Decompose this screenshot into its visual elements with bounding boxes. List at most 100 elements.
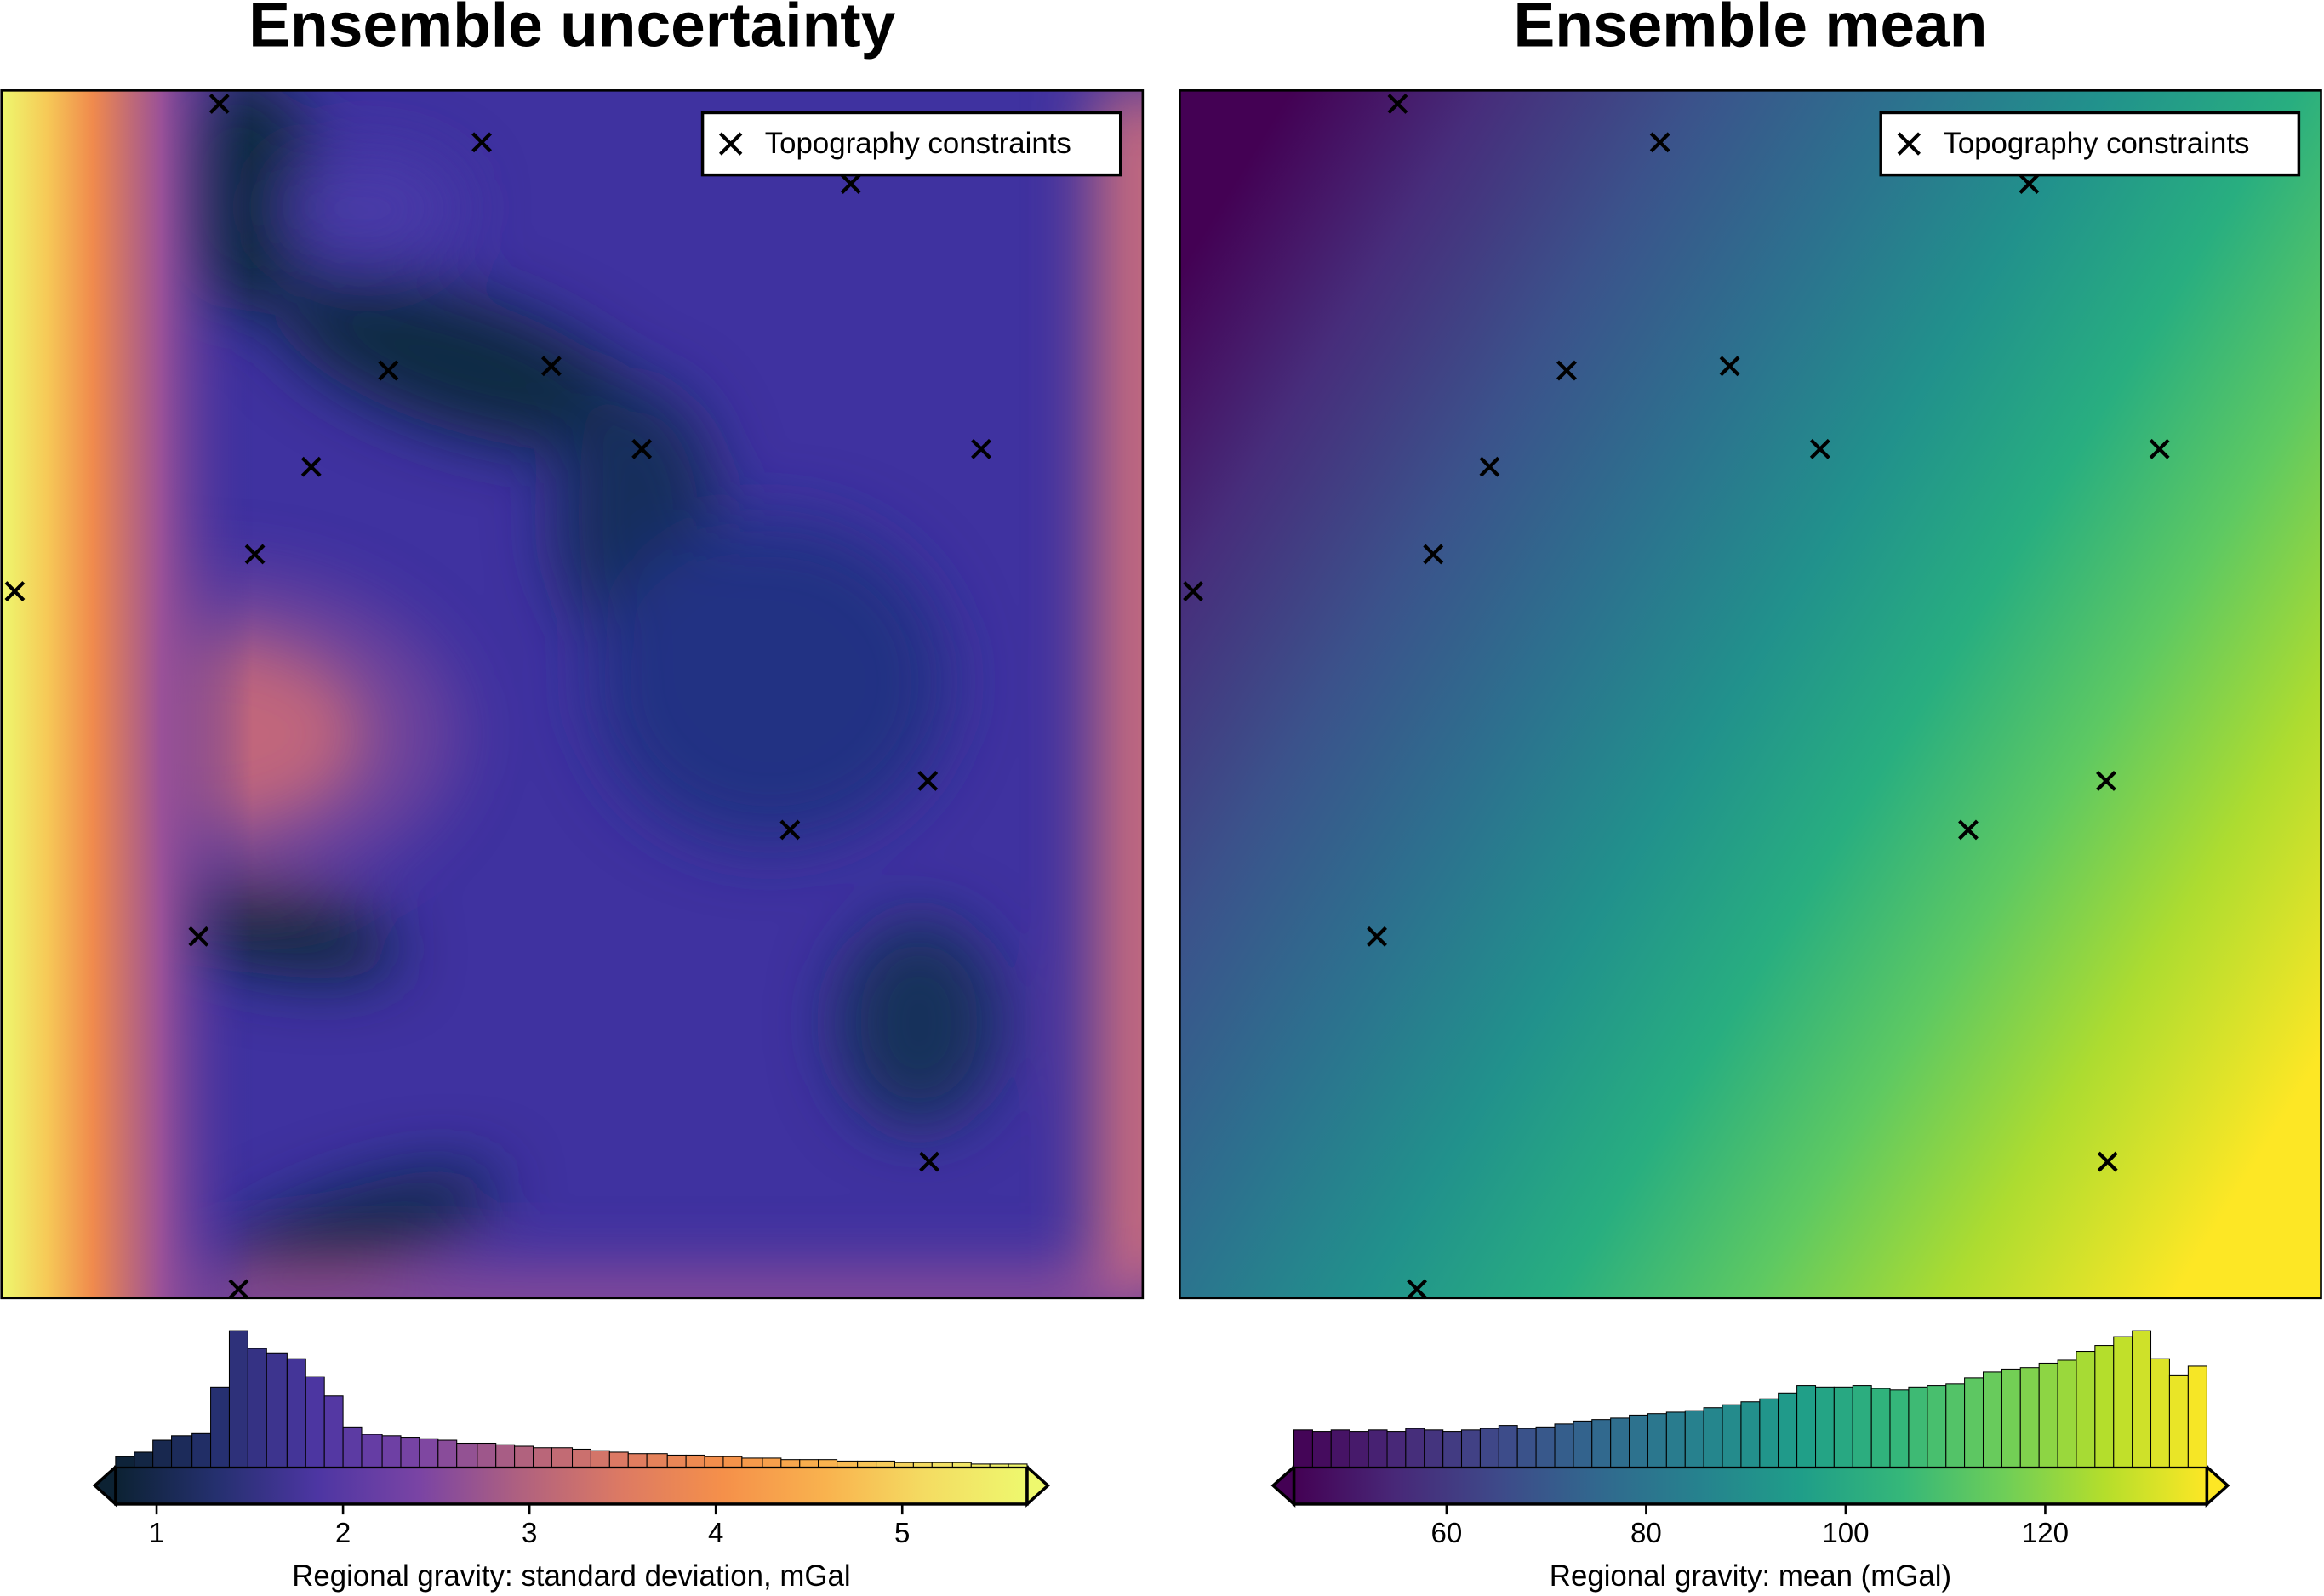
histogram-bar	[1573, 1420, 1593, 1468]
histogram-bar	[1516, 1428, 1537, 1468]
histogram-bar	[1629, 1414, 1648, 1468]
histogram-bar	[1368, 1429, 1388, 1468]
histogram-bar	[646, 1453, 668, 1468]
histogram-bar	[1684, 1410, 1704, 1468]
legend-box	[700, 111, 1122, 177]
marker-stroke	[1958, 819, 1979, 841]
marker-stroke	[840, 174, 861, 194]
constraint-marker	[1479, 456, 1500, 477]
histogram-bar	[876, 1460, 896, 1468]
histogram-bar	[1311, 1431, 1332, 1468]
constraint-marker	[1958, 819, 1979, 841]
histogram-bar	[951, 1462, 972, 1468]
histogram-bar	[400, 1437, 420, 1468]
constraint-marker	[2096, 771, 2116, 791]
histogram-bar	[1722, 1404, 1742, 1468]
x-tick-label: 60	[1431, 1518, 1463, 1549]
constraint-marker	[631, 438, 653, 459]
histogram-bar	[912, 1462, 933, 1468]
histogram-bar	[2113, 1336, 2133, 1468]
histogram-bar	[2019, 1367, 2040, 1468]
panel-title: Ensemble mean	[1513, 0, 1987, 60]
histogram-bar	[572, 1448, 591, 1468]
histogram-bar	[1349, 1431, 1369, 1468]
histogram-bar	[722, 1456, 743, 1468]
marker-stroke	[971, 438, 991, 459]
constraint-marker	[2019, 174, 2040, 194]
histogram-bar	[381, 1435, 402, 1468]
mean-field	[1179, 90, 2321, 1298]
marker-stroke	[919, 1151, 939, 1172]
histogram-bar	[1424, 1429, 1444, 1468]
histogram-bar	[437, 1439, 458, 1468]
constraint-marker	[300, 456, 322, 477]
histogram-bar	[551, 1447, 574, 1468]
histogram-bar	[608, 1451, 629, 1468]
histogram-bar	[1498, 1425, 1518, 1468]
constraint-marker	[919, 1151, 939, 1172]
histogram-bar	[342, 1426, 363, 1468]
colorbar-label: Regional gravity: mean (mGal)	[1550, 1559, 1951, 1593]
constraint-marker	[779, 819, 801, 841]
legend-label: Topography constraints	[765, 127, 1071, 160]
legend: Topography constraints	[700, 111, 1122, 177]
marker-stroke	[1649, 132, 1670, 153]
histogram-bar	[495, 1444, 516, 1468]
marker-stroke	[1809, 438, 1830, 459]
marker-stroke	[779, 819, 801, 841]
histogram-bar	[685, 1454, 705, 1468]
histogram-bar	[1945, 1383, 1966, 1468]
histogram-bar	[1008, 1463, 1028, 1468]
colorbar: 60 80 100 120 Regional gravity: mean (mGal)	[1270, 1463, 2230, 1593]
histogram-bar	[1778, 1392, 1798, 1468]
histogram-bar	[1703, 1407, 1723, 1468]
marker-stroke	[228, 1279, 249, 1300]
histogram-bar	[191, 1432, 212, 1468]
histogram-bar	[2094, 1345, 2115, 1468]
histogram-bar	[1740, 1401, 1761, 1468]
colorbar-low-triangle	[1270, 1463, 1296, 1508]
histogram-bar	[247, 1348, 267, 1468]
histogram-bar	[2168, 1374, 2189, 1468]
constraint-marker	[1809, 438, 1830, 459]
constraint-marker	[1423, 544, 1444, 565]
marker-stroke	[300, 456, 322, 477]
constraint-marker	[471, 132, 492, 153]
map-frame	[0, 89, 1145, 1300]
marker-stroke	[471, 132, 492, 153]
colorbar: 1 2 3 4 5 Regional gravity: standard deviatio…	[92, 1463, 1051, 1593]
marker-stroke	[1423, 544, 1444, 565]
histogram-bar	[1405, 1428, 1425, 1468]
histogram-bar	[2187, 1365, 2207, 1468]
histogram-bar	[1647, 1413, 1667, 1468]
constraint-marker	[1387, 94, 1408, 114]
legend-box	[1879, 111, 2301, 177]
histogram-bar	[1665, 1411, 1686, 1468]
histogram-bar	[1330, 1429, 1350, 1468]
marker-stroke	[2097, 1151, 2118, 1172]
histogram-bar	[1796, 1385, 1817, 1468]
histogram-bar	[456, 1442, 478, 1468]
marker-stroke	[917, 771, 939, 791]
histogram-bar	[1927, 1385, 1947, 1468]
constraint-marker	[917, 771, 939, 791]
constraint-marker	[2097, 1151, 2118, 1172]
constraint-marker	[4, 581, 26, 601]
constraint-marker	[1407, 1279, 1428, 1300]
histogram-bar	[533, 1447, 552, 1468]
marker-stroke	[2149, 438, 2170, 459]
histogram-bar	[228, 1330, 248, 1468]
constraint-marker	[840, 174, 861, 194]
histogram-bar	[305, 1376, 325, 1468]
histogram-bar	[115, 1456, 135, 1468]
histogram-bar	[2038, 1362, 2058, 1468]
histogram-bar	[152, 1439, 173, 1468]
uncertainty-field	[1, 90, 1143, 1298]
constraint-marker	[1556, 360, 1577, 381]
histogram-bar	[2076, 1351, 2096, 1468]
histogram-bar	[266, 1352, 288, 1468]
x-tick-label: 120	[2022, 1518, 2069, 1549]
histogram-bar	[894, 1462, 914, 1468]
